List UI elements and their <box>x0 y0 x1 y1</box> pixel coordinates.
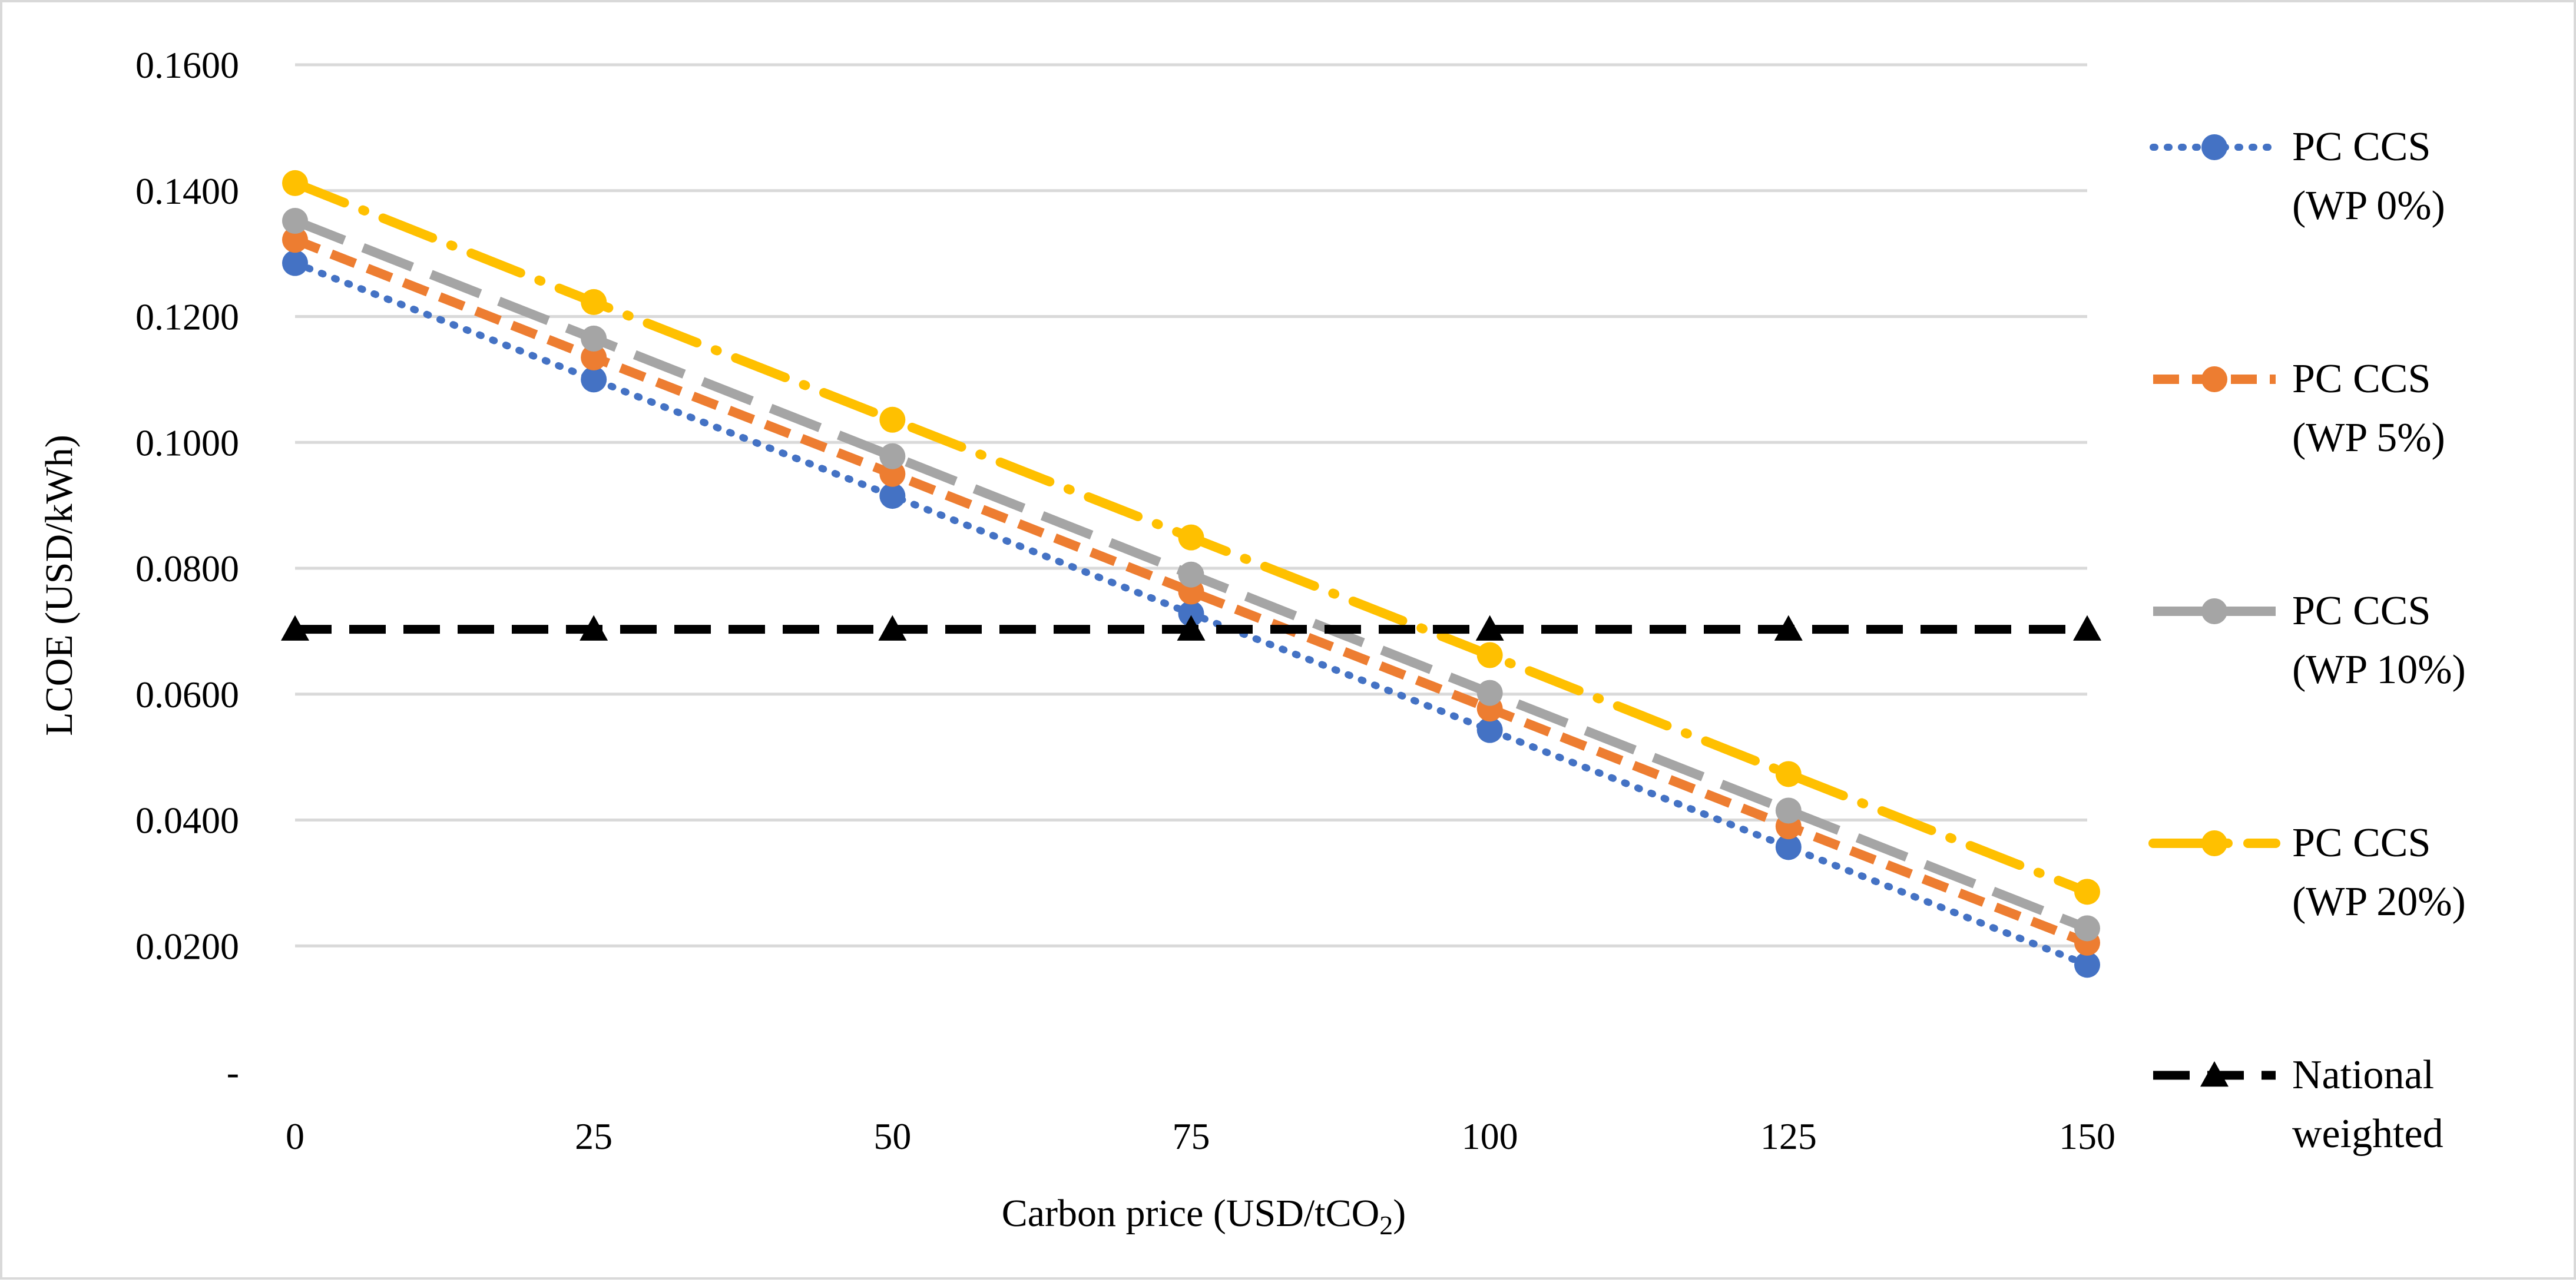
legend-swatch-marker <box>2201 830 2227 856</box>
data-point <box>2074 915 2100 942</box>
x-tick-labels: 0 25 50 75 100 125 150 <box>286 1115 2115 1157</box>
data-point <box>1178 600 1204 627</box>
x-tick-label: 0 <box>286 1115 304 1157</box>
data-point <box>1775 761 1802 787</box>
y-tick-labels: - 0.0200 0.0400 0.0600 0.0800 0.1000 0.1200 0.1… <box>135 44 239 1093</box>
data-point <box>581 366 607 393</box>
data-point <box>282 170 308 196</box>
legend-label-line1: PC CCS <box>2292 588 2431 634</box>
y-tick-label: 0.0200 <box>135 925 239 967</box>
legend-label-line1: National <box>2292 1052 2434 1098</box>
x-axis-title: Carbon price (USD/tCO2) <box>1002 1192 1406 1240</box>
data-point <box>879 443 906 469</box>
data-point <box>879 406 906 433</box>
x-axis-title-end: ) <box>1393 1192 1406 1235</box>
legend-swatch-marker <box>2200 1061 2229 1087</box>
data-point <box>282 208 308 234</box>
legend-item: PC CCS (WP 0%) <box>2150 124 2445 228</box>
x-tick-label: 25 <box>575 1115 612 1157</box>
y-tick-label: 0.1400 <box>135 170 239 212</box>
legend: PC CCS (WP 0%) PC CCS (WP 5%) PC CCS (WP 10%)… <box>2148 124 2466 1157</box>
series-lines <box>281 170 2101 978</box>
legend-item: PC CCS (WP 10%) <box>2153 588 2466 693</box>
y-tick-label: 0.1600 <box>135 44 239 86</box>
x-axis-title-main: Carbon price (USD/tCO <box>1002 1192 1380 1235</box>
legend-label-line2: (WP 0%) <box>2292 183 2445 228</box>
y-tick-label: 0.1200 <box>135 296 239 338</box>
data-point <box>1178 561 1204 588</box>
legend-swatch-marker <box>2201 134 2227 160</box>
data-point <box>1775 797 1802 824</box>
legend-label-line2: weighted <box>2292 1111 2443 1157</box>
legend-label-line1: PC CCS <box>2292 356 2431 402</box>
data-point <box>581 289 607 315</box>
data-point <box>1774 615 1803 641</box>
legend-label-line2: (WP 5%) <box>2292 415 2445 461</box>
data-point <box>581 325 607 352</box>
x-tick-label: 150 <box>2059 1115 2115 1157</box>
data-point <box>2073 615 2101 641</box>
data-point <box>1177 615 1206 641</box>
legend-label-line2: (WP 10%) <box>2292 647 2466 693</box>
legend-label-line1: PC CCS <box>2292 820 2431 866</box>
x-axis-title-subscript: 2 <box>1379 1210 1393 1240</box>
data-point <box>1476 642 1503 668</box>
series-1 <box>282 250 2100 978</box>
series-4 <box>282 170 2100 905</box>
y-axis-title: LCOE (USD/kWh) <box>38 435 81 736</box>
series-3 <box>282 208 2100 942</box>
legend-item: PC CCS (WP 20%) <box>2148 820 2466 925</box>
legend-item: PC CCS (WP 5%) <box>2153 356 2445 461</box>
y-tick-label: 0.0400 <box>135 800 239 842</box>
x-tick-label: 75 <box>1173 1115 1210 1157</box>
x-tick-label: 100 <box>1462 1115 1518 1157</box>
y-tick-label: 0.0600 <box>135 674 239 715</box>
legend-label-line1: PC CCS <box>2292 124 2431 170</box>
series-2 <box>282 227 2100 956</box>
legend-swatch-marker <box>2201 366 2227 392</box>
data-point <box>1476 680 1503 706</box>
data-point <box>2074 879 2100 905</box>
data-point <box>580 615 608 641</box>
data-point <box>282 250 308 276</box>
y-tick-label: 0.0800 <box>135 548 239 589</box>
data-point <box>281 615 309 641</box>
data-point <box>1178 524 1204 551</box>
legend-item: National weighted <box>2153 1052 2443 1157</box>
legend-label-line2: (WP 20%) <box>2292 879 2466 925</box>
data-point <box>2074 952 2100 978</box>
data-point <box>879 483 906 509</box>
legend-swatch-marker <box>2201 598 2227 624</box>
series-5 <box>281 615 2101 641</box>
data-point <box>1476 717 1503 743</box>
x-tick-label: 125 <box>1760 1115 1817 1157</box>
data-point <box>1475 615 1504 641</box>
y-tick-label: - <box>227 1051 239 1093</box>
data-point <box>1775 834 1802 860</box>
gridlines <box>295 63 2087 948</box>
data-point <box>282 227 308 253</box>
y-tick-label: 0.1000 <box>135 422 239 463</box>
data-point <box>581 344 607 370</box>
data-point <box>878 615 907 641</box>
x-tick-label: 50 <box>873 1115 911 1157</box>
